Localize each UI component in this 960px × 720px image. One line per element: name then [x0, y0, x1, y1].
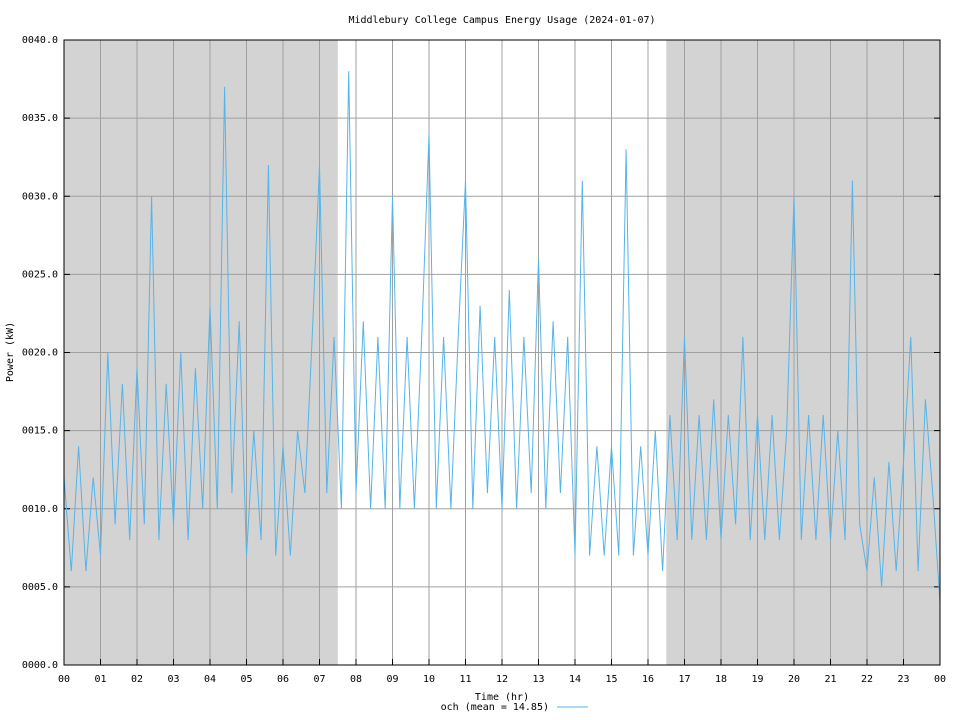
y-tick-label: 0010.0 — [22, 504, 58, 515]
y-tick-label: 0020.0 — [22, 348, 58, 359]
x-tick-label: 18 — [715, 674, 727, 685]
y-tick-label: 0015.0 — [22, 426, 58, 437]
x-tick-label: 00 — [58, 674, 70, 685]
x-tick-label: 02 — [131, 674, 143, 685]
y-tick-label: 0005.0 — [22, 582, 58, 593]
data-line — [63, 71, 941, 603]
x-tick-label: 20 — [788, 674, 800, 685]
x-tick-label: 09 — [386, 674, 398, 685]
x-tick-label: 23 — [897, 674, 909, 685]
x-tick-label: 06 — [277, 674, 289, 685]
y-tick-label: 0035.0 — [22, 113, 58, 124]
y-tick-label: 0000.0 — [22, 660, 58, 671]
chart-title: Middlebury College Campus Energy Usage (… — [348, 15, 655, 26]
x-tick-label: 07 — [313, 674, 325, 685]
legend-label: och (mean = 14.85) — [441, 702, 549, 713]
x-tick-label: 10 — [423, 674, 435, 685]
x-tick-label: 08 — [350, 674, 362, 685]
x-tick-label: 13 — [532, 674, 544, 685]
x-tick-label: 14 — [569, 674, 581, 685]
x-tick-label: 21 — [824, 674, 836, 685]
x-axis-label: Time (hr) — [475, 692, 529, 703]
x-tick-label: 19 — [751, 674, 763, 685]
x-tick-label: 11 — [459, 674, 471, 685]
x-tick-label: 01 — [94, 674, 106, 685]
x-tick-label: 00 — [934, 674, 946, 685]
y-tick-label: 0040.0 — [22, 35, 58, 46]
y-tick-label: 0030.0 — [22, 191, 58, 202]
x-tick-label: 16 — [642, 674, 654, 685]
y-tick-label: 0025.0 — [22, 269, 58, 280]
x-tick-label: 12 — [496, 674, 508, 685]
x-tick-label: 05 — [240, 674, 252, 685]
y-axis-label: Power (kW) — [5, 322, 16, 382]
x-tick-label: 04 — [204, 674, 216, 685]
x-tick-label: 22 — [861, 674, 873, 685]
x-tick-label: 03 — [167, 674, 179, 685]
x-tick-label: 15 — [605, 674, 617, 685]
x-tick-label: 17 — [678, 674, 690, 685]
plot-border — [63, 39, 941, 666]
